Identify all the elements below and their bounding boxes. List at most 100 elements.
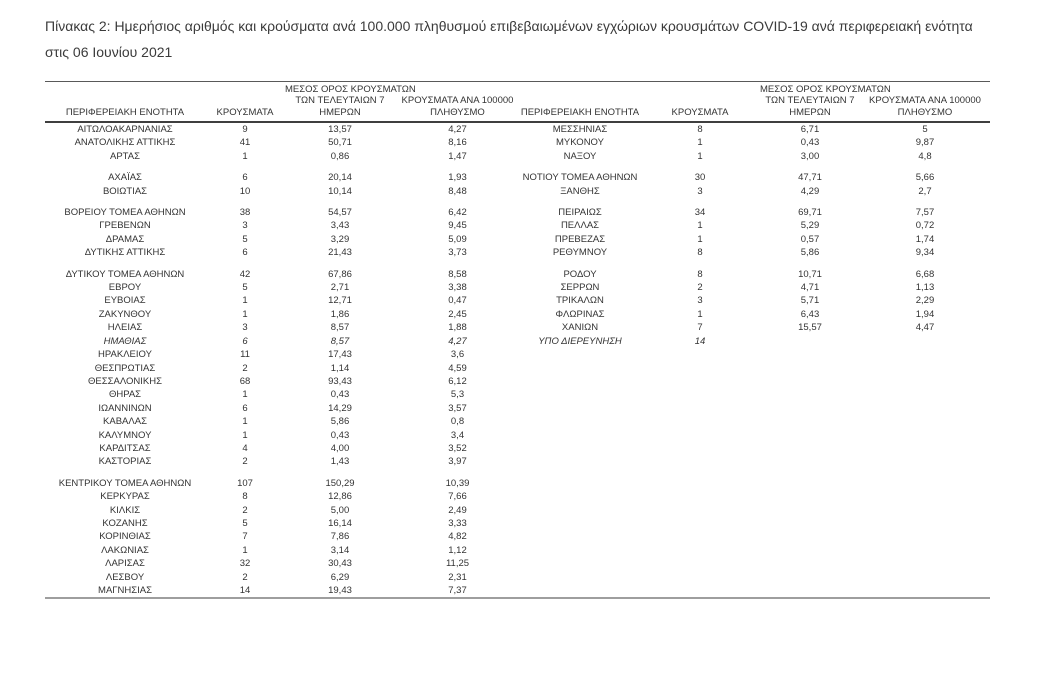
- value-cell: 6,42: [448, 207, 467, 219]
- value-cell: 1: [242, 295, 248, 307]
- region-cell: ΚΑΒΑΛΑΣ: [103, 416, 147, 428]
- value-cell: [860, 477, 990, 490]
- header-region-left: ΠΕΡΙΦΕΡΕΙΑΚΗ ΕΝΟΤΗΤΑ: [65, 106, 185, 118]
- value-cell: 20,14: [328, 172, 352, 184]
- region-cell: ΙΩΑΝΝΙΝΩΝ: [98, 402, 152, 414]
- region-cell: [520, 402, 640, 415]
- value-cell: 42: [239, 268, 251, 280]
- value-cell: [860, 544, 990, 557]
- spacer-cell: [520, 260, 640, 268]
- value-cell: [640, 571, 760, 584]
- value-cell: [640, 584, 760, 598]
- value-cell: 9,34: [915, 247, 935, 259]
- value-cell: [760, 504, 860, 517]
- table-row: ΗΜΑΘΙΑΣ 6 8,57 4,27 ΥΠΟ ΔΙΕΡΕΥΝΗΣΗ 14: [45, 335, 990, 348]
- table-row: ΚΟΡΙΝΘΙΑΣ 7 7,86 4,82: [45, 530, 990, 543]
- header-cases-right: ΚΡΟΥΣΜΑΤΑ: [671, 106, 729, 118]
- spacer-cell: [760, 260, 860, 268]
- value-cell: 1: [242, 150, 248, 162]
- region-cell: ΗΡΑΚΛΕΙΟΥ: [98, 349, 152, 361]
- value-cell: [640, 517, 760, 530]
- region-cell: ΔΥΤΙΚΟΥ ΤΟΜΕΑ ΑΘΗΝΩΝ: [65, 268, 185, 280]
- value-cell: 7,37: [448, 585, 467, 596]
- table-row: ΚΑΣΤΟΡΙΑΣ 2 1,43 3,97: [45, 455, 990, 468]
- value-cell: 5,86: [330, 416, 350, 428]
- value-cell: 8: [697, 124, 703, 135]
- value-cell: 0,43: [330, 389, 350, 401]
- region-cell: ΚΑΛΥΜΝΟΥ: [98, 429, 152, 441]
- value-cell: 4,59: [448, 362, 467, 374]
- value-cell: [860, 557, 990, 570]
- value-cell: 4: [242, 442, 248, 454]
- region-cell: ΜΕΣΣΗΝΙΑΣ: [552, 124, 608, 135]
- value-cell: 1,13: [915, 282, 935, 294]
- region-cell: [520, 362, 640, 375]
- value-cell: [860, 335, 990, 348]
- value-cell: 3: [242, 322, 248, 334]
- region-cell: ΧΑΝΙΩΝ: [561, 322, 599, 334]
- value-cell: 15,57: [798, 322, 822, 334]
- value-cell: 1: [242, 429, 248, 441]
- value-cell: 1,74: [915, 233, 935, 245]
- value-cell: 30: [694, 172, 706, 184]
- spacer-cell: [520, 163, 640, 171]
- region-cell: [520, 504, 640, 517]
- region-cell: ΛΑΡΙΣΑΣ: [105, 558, 145, 570]
- spacer-cell: [860, 260, 990, 268]
- value-cell: 68: [239, 375, 251, 387]
- region-cell: ΘΕΣΠΡΩΤΙΑΣ: [94, 362, 156, 374]
- value-cell: [860, 455, 990, 468]
- value-cell: [860, 490, 990, 503]
- value-cell: 47,71: [798, 172, 822, 184]
- value-cell: [860, 442, 990, 455]
- value-cell: 4,82: [448, 531, 467, 543]
- value-cell: [760, 388, 860, 401]
- value-cell: [860, 415, 990, 428]
- value-cell: 7: [242, 531, 248, 543]
- spacer-cell: [860, 163, 990, 171]
- spacer-cell: [760, 163, 860, 171]
- covid-cases-table: ΠΕΡΙΦΕΡΕΙΑΚΗ ΕΝΟΤΗΤΑ ΚΡΟΥΣΜΑΤΑ ΜΕΣΟΣ ΟΡΟ…: [45, 81, 990, 599]
- table-row: ΚΟΖΑΝΗΣ 5 16,14 3,33: [45, 517, 990, 530]
- table-row: ΒΟΡΕΙΟΥ ΤΟΜΕΑ ΑΘΗΝΩΝ 38 54,57 6,42 ΠΕΙΡΑΙΩΣ 3…: [45, 206, 990, 219]
- region-cell: [520, 544, 640, 557]
- value-cell: 1: [242, 416, 248, 428]
- header-avg7-line1: ΜΕΣΟΣ ΟΡΟΣ ΚΡΟΥΣΜΑΤΩΝ: [760, 83, 891, 95]
- value-cell: 2,49: [448, 504, 467, 516]
- value-cell: 4,27: [448, 335, 467, 347]
- region-cell: ΓΡΕΒΕΝΩΝ: [99, 220, 151, 232]
- value-cell: 1: [242, 389, 248, 401]
- value-cell: [640, 388, 760, 401]
- region-cell: [520, 375, 640, 388]
- spacer-cell: [520, 198, 640, 206]
- value-cell: 12,86: [328, 491, 352, 503]
- header-per100k-right: ΚΡΟΥΣΜΑΤΑ ΑΝΑ 100000 ΠΛΗΘΥΣΜΟ: [860, 82, 990, 123]
- region-cell: ΠΕΛΛΑΣ: [560, 220, 600, 232]
- value-cell: 5: [922, 124, 928, 135]
- value-cell: 3,38: [448, 282, 467, 294]
- spacer-cell: [45, 163, 205, 171]
- region-cell: ΚΕΡΚΥΡΑΣ: [100, 491, 150, 503]
- spacer-cell: [860, 469, 990, 477]
- table-row: ΕΥΒΟΙΑΣ 1 12,71 0,47 ΤΡΙΚΑΛΩΝ 3 5,71 2,29: [45, 294, 990, 307]
- region-cell: ΛΑΚΩΝΙΑΣ: [101, 544, 149, 556]
- table-row: ΗΛΕΙΑΣ 3 8,57 1,88 ΧΑΝΙΩΝ 7 15,57 4,47: [45, 321, 990, 334]
- region-cell: ΚΟΖΑΝΗΣ: [102, 517, 148, 529]
- table-row: ΘΕΣΠΡΩΤΙΑΣ 2 1,14 4,59: [45, 362, 990, 375]
- value-cell: 54,57: [328, 207, 352, 219]
- value-cell: 14,29: [328, 402, 352, 414]
- spacer-cell: [285, 198, 395, 206]
- value-cell: 4,29: [800, 185, 820, 197]
- region-cell: ΦΛΩΡΙΝΑΣ: [555, 308, 605, 320]
- region-cell: [520, 429, 640, 442]
- region-cell: ΛΕΣΒΟΥ: [105, 571, 145, 583]
- region-cell: ΑΧΑΪΑΣ: [108, 172, 142, 184]
- spacer-cell: [45, 198, 205, 206]
- value-cell: 7,57: [915, 207, 935, 219]
- value-cell: [760, 584, 860, 598]
- value-cell: 1: [697, 233, 703, 245]
- value-cell: 5,09: [448, 233, 467, 245]
- value-cell: [860, 375, 990, 388]
- region-cell: ΝΑΞΟΥ: [563, 150, 597, 162]
- value-cell: 5,3: [450, 389, 465, 401]
